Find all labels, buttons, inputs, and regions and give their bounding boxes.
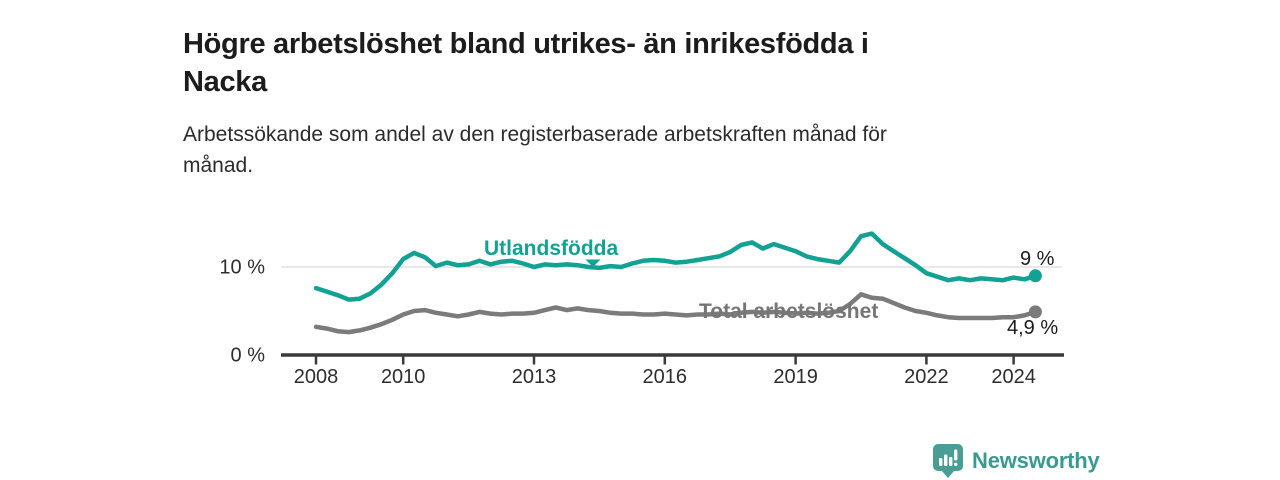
series-label-total-arbetsloshet: Total arbetslöshet [699,300,879,323]
chart-title: Högre arbetslöshet bland utrikes- än inr… [183,25,1083,101]
y-axis-tick-label: 0 % [230,344,265,367]
series-end-dot [1028,269,1042,283]
x-axis-tick-label: 2010 [380,366,426,388]
newsworthy-logo-icon [933,444,963,478]
series-line-total-arbetsl-shet [313,292,1038,335]
newsworthy-brand-text: Newsworthy [972,448,1100,473]
x-axis-tick-label: 2013 [511,366,557,388]
y-axis-tick-label: 10 % [219,256,265,279]
series-label-utlandsfodda: Utlandsfödda [484,237,619,260]
end-value-label-utlandsfodda: 9 % [1020,248,1055,270]
x-axis-tick-label: 2016 [642,366,688,388]
chart-subtitle: Arbetssökande som andel av den registerb… [183,119,1043,181]
chart-subtitle-line-2: månad. [183,154,254,177]
x-axis-tick-label: 2019 [773,366,818,388]
end-value-label-total: 4,9 % [1007,317,1059,339]
series-line-utlandsf-dda [313,231,1038,302]
x-axis-tick-label: 2022 [904,366,949,388]
chart-title-line-1: Högre arbetslöshet bland utrikes- än inr… [183,28,869,61]
chart-subtitle-line-1: Arbetssökande som andel av den registerb… [183,123,887,146]
chart-title-line-2: Nacka [183,66,267,99]
x-axis-tick-label: 2024 [991,366,1036,388]
newsworthy-brand-link[interactable]: Newsworthy [933,444,1100,478]
x-axis-tick-label: 2008 [293,366,339,388]
